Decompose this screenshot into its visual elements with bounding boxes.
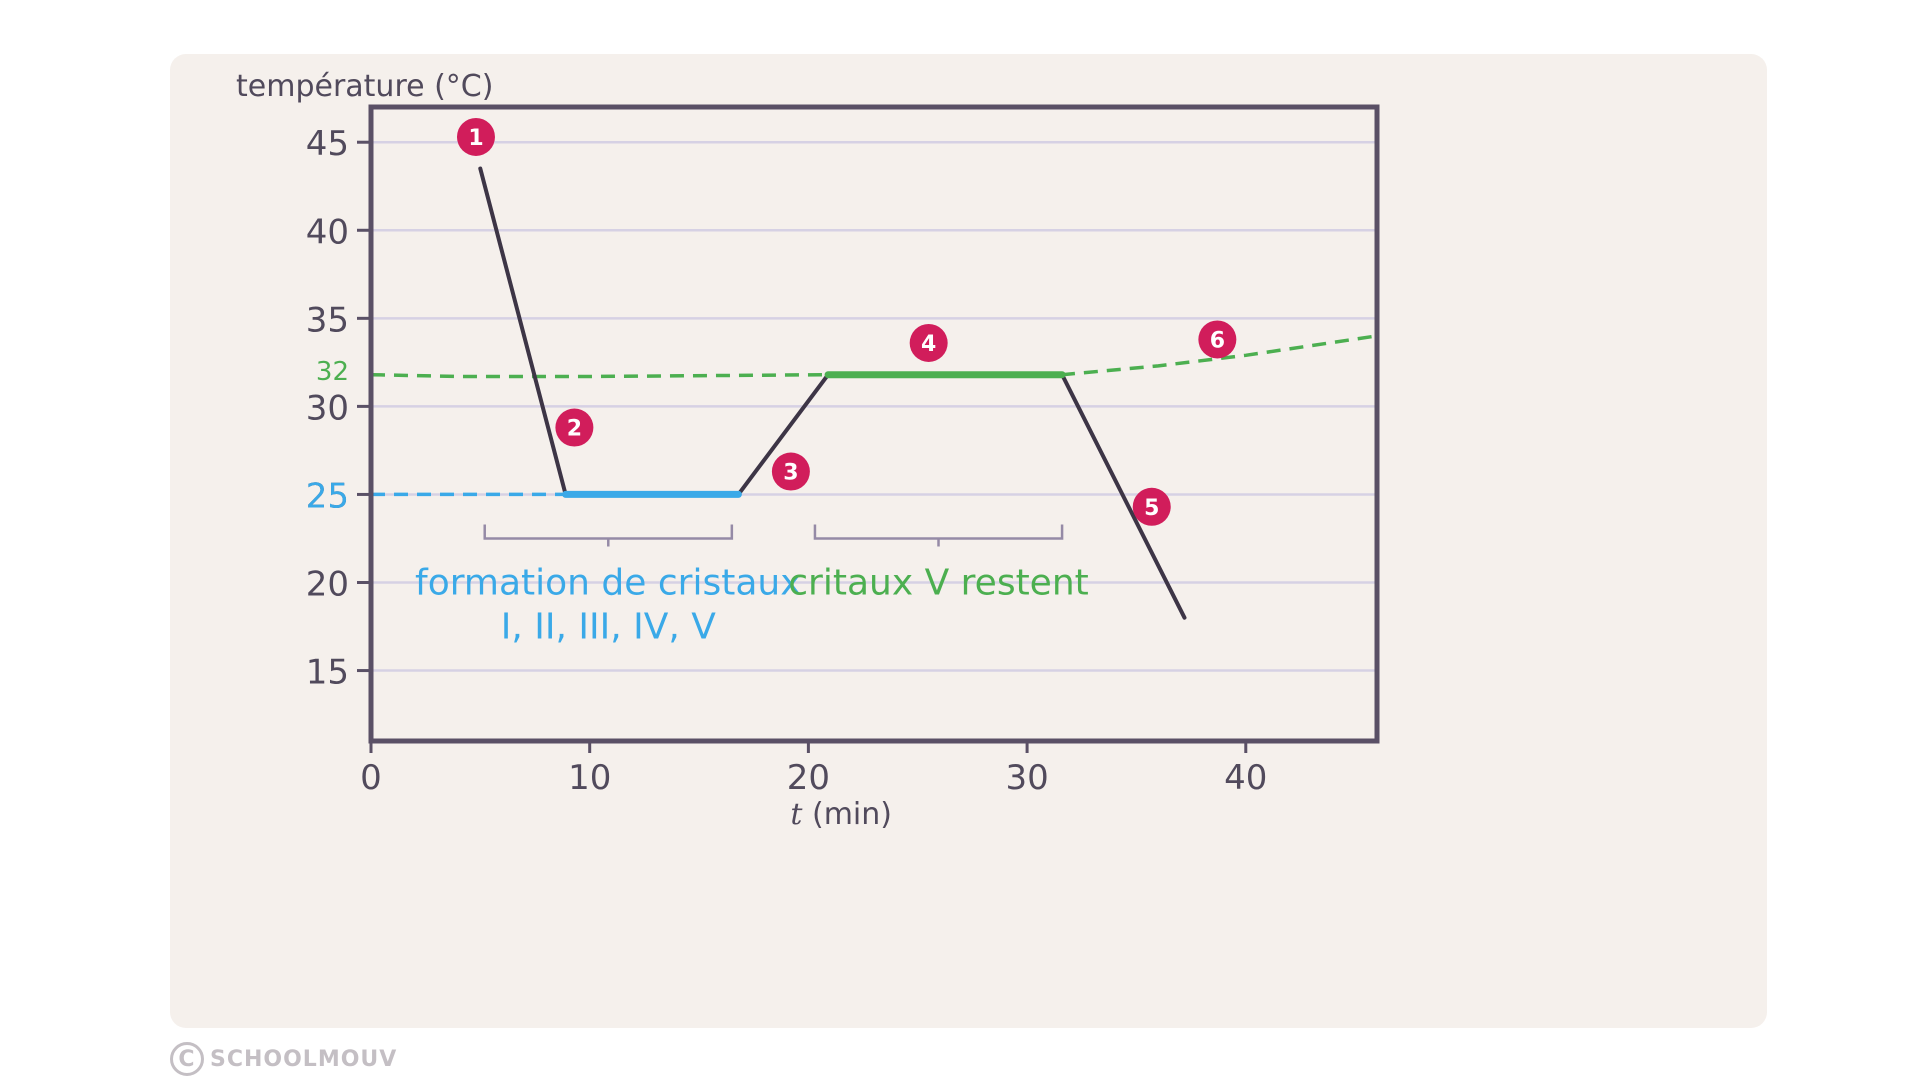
marker-label-5: 5 <box>1144 496 1159 521</box>
marker-label-1: 1 <box>468 126 483 151</box>
plot-frame <box>368 104 1380 744</box>
annotation-label-0-0: formation de cristaux <box>415 562 802 603</box>
reference-line-0 <box>370 334 1378 379</box>
y-tick-label-20: 20 <box>306 565 349 605</box>
x-tick-label-10: 10 <box>568 758 611 798</box>
x-tick-label-0: 0 <box>360 758 382 798</box>
y-tick-label-25: 25 <box>306 476 349 516</box>
x-tick-label-20: 20 <box>787 758 830 798</box>
marker-label-3: 3 <box>783 461 798 486</box>
chart-card: 15 20 25 30 35 40 45 32 25 0 10 20 30 40 température (… <box>170 54 1767 1028</box>
y-tick-label-35: 35 <box>306 300 349 340</box>
y-axis-title: température (°C) <box>236 69 493 104</box>
marker-label-6: 6 <box>1210 328 1225 353</box>
annotation-label-1-0: critaux V restent <box>788 562 1089 603</box>
watermark-text: SCHOOLMOUV <box>210 1046 398 1072</box>
marker-circle-1 <box>456 117 495 156</box>
schoolmouv-watermark: C SCHOOLMOUV <box>170 1042 397 1076</box>
y-tick-label-special-32: 32 <box>316 357 349 387</box>
marker-circle-3 <box>771 452 810 491</box>
annotation-bracket-1 <box>813 524 1064 547</box>
x-tick-label-40: 40 <box>1224 758 1267 798</box>
x-axis-unit: (min) <box>812 797 892 832</box>
marker-circle-4 <box>909 323 948 362</box>
marker-circle-6 <box>1198 320 1237 359</box>
y-tick-label-45: 45 <box>306 124 349 164</box>
marker-circle-5 <box>1132 487 1171 526</box>
annotation-bracket-0 <box>483 524 734 547</box>
y-tick-label-15: 15 <box>306 653 349 693</box>
x-axis-variable: t <box>790 797 812 832</box>
marker-label-2: 2 <box>567 417 582 442</box>
y-tick-label-30: 30 <box>306 388 349 428</box>
marker-label-4: 4 <box>921 332 936 357</box>
x-axis-title: t (min) <box>790 797 892 832</box>
marker-circle-2 <box>555 408 594 447</box>
copyright-icon: C <box>170 1042 204 1076</box>
y-tick-label-special-25: 25 <box>306 476 349 516</box>
y-tick-label-40: 40 <box>306 212 349 252</box>
x-tick-label-30: 30 <box>1005 758 1048 798</box>
series-line-0 <box>478 166 1187 620</box>
annotation-label-0-1: I, II, III, IV, V <box>501 606 716 647</box>
